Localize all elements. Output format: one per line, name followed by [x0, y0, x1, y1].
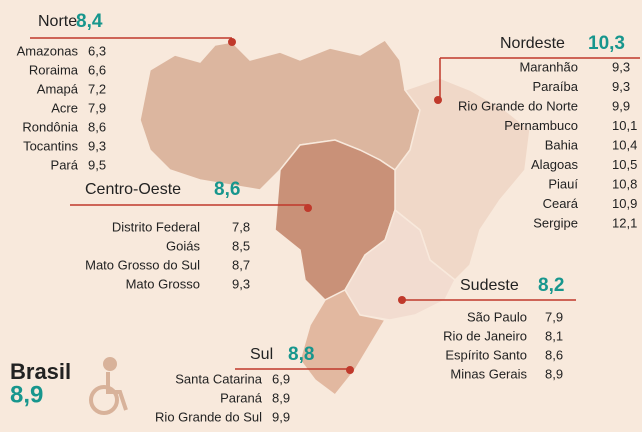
state-value: 9,3	[612, 59, 630, 74]
state-name: Pará	[51, 157, 79, 172]
state-name: Alagoas	[531, 157, 578, 172]
state-value: 7,9	[88, 100, 106, 115]
state-value: 9,9	[612, 98, 630, 113]
state-value: 8,6	[545, 347, 563, 362]
state-value: 9,3	[88, 138, 106, 153]
state-value: 7,9	[545, 309, 563, 324]
region-dot	[346, 366, 354, 374]
state-value: 10,8	[612, 176, 637, 191]
region-nordeste	[394, 77, 531, 282]
state-value: 8,5	[232, 238, 250, 253]
state-name: Minas Gerais	[450, 366, 527, 381]
state-value: 7,8	[232, 219, 250, 234]
state-value: 8,1	[545, 328, 563, 343]
state-value: 6,6	[88, 62, 106, 77]
state-name: Tocantins	[23, 138, 78, 153]
state-name: Paraíba	[532, 79, 578, 94]
state-name: Paraná	[220, 390, 263, 405]
state-value: 9,3	[612, 79, 630, 94]
state-value: 8,9	[272, 390, 290, 405]
state-value: 10,9	[612, 196, 637, 211]
region-sudeste	[344, 208, 456, 321]
state-value: 10,1	[612, 118, 637, 133]
state-value: 6,9	[272, 371, 290, 386]
state-name: Ceará	[543, 196, 579, 211]
state-name: Rondônia	[22, 119, 78, 134]
region-name: Sudeste	[460, 277, 519, 294]
region-dot	[398, 296, 406, 304]
state-value: 12,1	[612, 215, 637, 230]
state-name: Bahia	[545, 137, 579, 152]
region-value: 8,8	[288, 344, 314, 365]
wheelchair-icon	[89, 357, 128, 415]
state-name: Rio Grande do Sul	[155, 409, 262, 424]
region-name: Nordeste	[500, 35, 565, 52]
state-name: Pernambuco	[504, 118, 578, 133]
region-dot	[228, 38, 236, 46]
brasil-value: 8,9	[10, 381, 43, 408]
state-value: 8,6	[88, 119, 106, 134]
region-name: Sul	[250, 346, 273, 363]
map	[139, 39, 531, 397]
brasil-label: Brasil	[10, 359, 71, 384]
region-value: 8,2	[538, 275, 564, 296]
region-value: 8,4	[76, 11, 103, 32]
state-name: Roraima	[29, 62, 79, 77]
state-name: Maranhão	[519, 59, 578, 74]
region-value: 8,6	[214, 179, 240, 200]
state-value: 6,3	[88, 43, 106, 58]
state-value: 10,5	[612, 157, 637, 172]
state-name: Piauí	[548, 176, 578, 191]
state-value: 7,2	[88, 81, 106, 96]
state-name: Rio de Janeiro	[443, 328, 527, 343]
state-name: Amapá	[37, 81, 79, 96]
state-name: Distrito Federal	[112, 219, 200, 234]
state-name: Amazonas	[17, 43, 79, 58]
state-name: Mato Grosso	[126, 276, 200, 291]
region-name: Centro-Oeste	[85, 181, 181, 198]
state-value: 9,5	[88, 157, 106, 172]
state-value: 9,9	[272, 409, 290, 424]
state-name: Acre	[51, 100, 78, 115]
state-value: 10,4	[612, 137, 637, 152]
state-name: São Paulo	[467, 309, 527, 324]
state-name: Rio Grande do Norte	[458, 98, 578, 113]
state-name: Mato Grosso do Sul	[85, 257, 200, 272]
state-name: Goiás	[166, 238, 200, 253]
region-value: 10,3	[588, 33, 625, 54]
state-name: Espírito Santo	[445, 347, 527, 362]
state-name: Santa Catarina	[175, 371, 262, 386]
state-value: 8,7	[232, 257, 250, 272]
state-name: Sergipe	[533, 215, 578, 230]
region-dot	[434, 96, 442, 104]
region-dot	[304, 204, 312, 212]
state-value: 8,9	[545, 366, 563, 381]
region-name: Norte	[38, 13, 77, 30]
state-value: 9,3	[232, 276, 250, 291]
